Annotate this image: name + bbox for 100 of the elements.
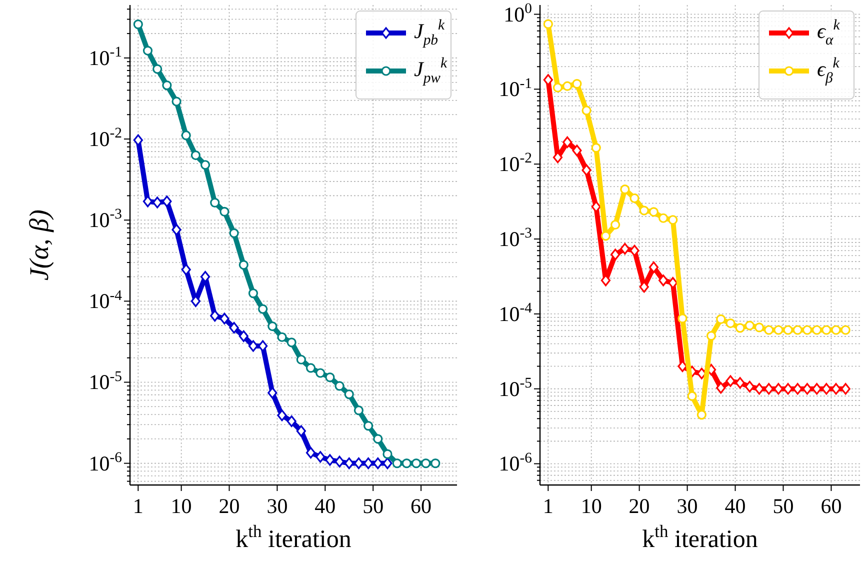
- point: [562, 81, 572, 91]
- point: [354, 406, 364, 416]
- point: [220, 312, 230, 324]
- point: [831, 383, 841, 395]
- point: [296, 354, 306, 364]
- point: [754, 322, 764, 332]
- point: [364, 421, 374, 431]
- point: [325, 372, 335, 382]
- point: [726, 318, 736, 328]
- point: [229, 228, 239, 238]
- point: [696, 410, 706, 420]
- point: [210, 198, 220, 208]
- point: [648, 207, 659, 217]
- x-tick-label: 60: [820, 494, 842, 518]
- point: [411, 458, 422, 468]
- x-tick-label: 1: [132, 494, 144, 518]
- point: [716, 314, 726, 324]
- x-axis-title: k$^{th}$ iteration: [642, 521, 758, 553]
- x-tick-label: 50: [772, 494, 794, 518]
- x-tick-label: 40: [724, 494, 746, 518]
- y-tick-label: 10$^{-2}$: [498, 150, 532, 176]
- point: [543, 19, 553, 29]
- point: [296, 425, 306, 437]
- x-tick-label: 1: [542, 494, 554, 518]
- point: [258, 304, 268, 314]
- point: [286, 415, 296, 428]
- point: [630, 193, 640, 204]
- point: [181, 264, 191, 276]
- point: [162, 196, 172, 208]
- point: [840, 325, 850, 335]
- point: [306, 446, 316, 459]
- point: [658, 274, 668, 286]
- point: [229, 322, 239, 334]
- point: [152, 64, 162, 74]
- y-tick-label: 10$^{-5}$: [498, 375, 532, 401]
- point: [774, 383, 784, 395]
- x-tick-label: 10: [580, 494, 602, 518]
- point: [620, 184, 630, 194]
- point: [306, 363, 316, 373]
- point: [716, 382, 726, 394]
- x-tick-label: 20: [218, 494, 240, 518]
- point: [142, 196, 153, 208]
- point: [268, 387, 278, 399]
- point: [658, 213, 668, 223]
- y-tick-label: 10$^{-5}$: [88, 368, 122, 394]
- point: [402, 458, 412, 468]
- x-tick-label: 30: [676, 494, 698, 518]
- x-tick-label: 40: [314, 494, 336, 518]
- point: [421, 458, 431, 468]
- x-tick-label: 50: [362, 494, 384, 518]
- point: [639, 206, 649, 216]
- y-axis-title: J(α, β): [24, 209, 54, 281]
- point: [840, 383, 850, 395]
- y-tick-label: 10$^{0}$: [504, 0, 532, 26]
- point: [172, 96, 182, 106]
- point: [687, 391, 697, 401]
- x-tick-label: 30: [266, 494, 288, 518]
- y-tick-label: 10$^{-6}$: [88, 450, 122, 476]
- point: [373, 458, 383, 470]
- point: [334, 381, 344, 391]
- point: [238, 330, 248, 342]
- point: [600, 231, 611, 241]
- point: [812, 325, 822, 335]
- point: [238, 260, 248, 270]
- point: [200, 160, 210, 170]
- point: [648, 261, 659, 274]
- x-tick-label: 60: [410, 494, 432, 518]
- point: [783, 325, 793, 335]
- point: [764, 325, 774, 335]
- point: [210, 310, 220, 322]
- point: [392, 458, 402, 468]
- point: [620, 243, 630, 255]
- x-axis-title: k$^{th}$ iteration: [236, 521, 352, 553]
- point: [744, 380, 754, 392]
- point: [268, 321, 278, 332]
- point: [382, 449, 392, 459]
- point: [133, 20, 143, 30]
- point: [831, 325, 841, 335]
- point: [190, 150, 200, 160]
- point: [774, 325, 784, 335]
- y-tick-label: 10$^{-1}$: [498, 76, 532, 102]
- point: [152, 196, 162, 208]
- point: [248, 288, 258, 298]
- y-tick-label: 10$^{-2}$: [88, 126, 122, 152]
- point: [552, 82, 563, 92]
- point: [744, 320, 754, 330]
- point: [162, 80, 172, 90]
- point: [316, 451, 326, 463]
- point: [334, 456, 344, 468]
- point: [582, 164, 592, 176]
- point: [277, 410, 287, 422]
- point: [783, 383, 793, 395]
- point: [373, 434, 383, 444]
- y-tick-label: 10$^{-4}$: [88, 288, 123, 314]
- point: [220, 206, 230, 216]
- point: [822, 325, 832, 335]
- point: [610, 248, 620, 260]
- point: [277, 332, 287, 342]
- point: [382, 458, 392, 470]
- point: [181, 130, 191, 140]
